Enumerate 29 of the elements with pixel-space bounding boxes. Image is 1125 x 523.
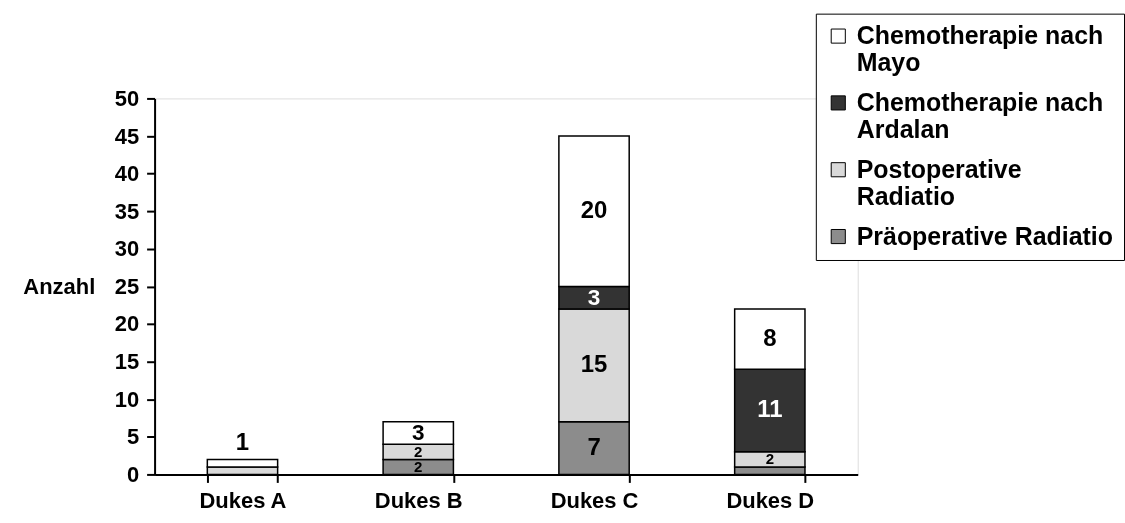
y-tick-label: 20 [114,311,140,337]
data-label: 3 [587,284,601,310]
data-label: 1 [235,428,250,456]
y-tick-label: 5 [126,424,140,450]
data-label: 8 [763,324,777,352]
data-label: 7 [587,433,601,461]
y-tick-label: 15 [114,349,140,375]
x-tick-label: Dukes C [550,487,639,513]
data-label: 2 [765,450,774,468]
y-tick-label: 0 [126,461,140,487]
y-tick-label: 35 [114,198,140,224]
y-tick-label: 40 [114,161,140,187]
data-label: 11 [757,395,783,423]
x-tick-label: Dukes A [199,487,287,513]
y-axis-title: Anzahl [23,273,96,299]
y-tick-label: 50 [114,85,140,111]
y-tick-label: 30 [114,236,140,262]
legend-label: Chemotherapie nach Mayo [856,21,1104,76]
y-tick-label: 45 [114,123,140,149]
data-label: 15 [580,350,608,378]
legend-label: Chemotherapie nach Ardalan [856,87,1104,143]
y-tick-label: 10 [114,386,140,412]
x-tick-label: Dukes B [374,487,463,513]
legend-label: Postoperative Radiatio [856,154,1022,210]
data-label: 2 [414,457,423,475]
x-tick-label: Dukes D [726,487,815,513]
data-label: 20 [580,196,608,224]
y-tick-label: 25 [114,273,140,299]
legend-label: Präoperative Radiatio [856,221,1113,250]
